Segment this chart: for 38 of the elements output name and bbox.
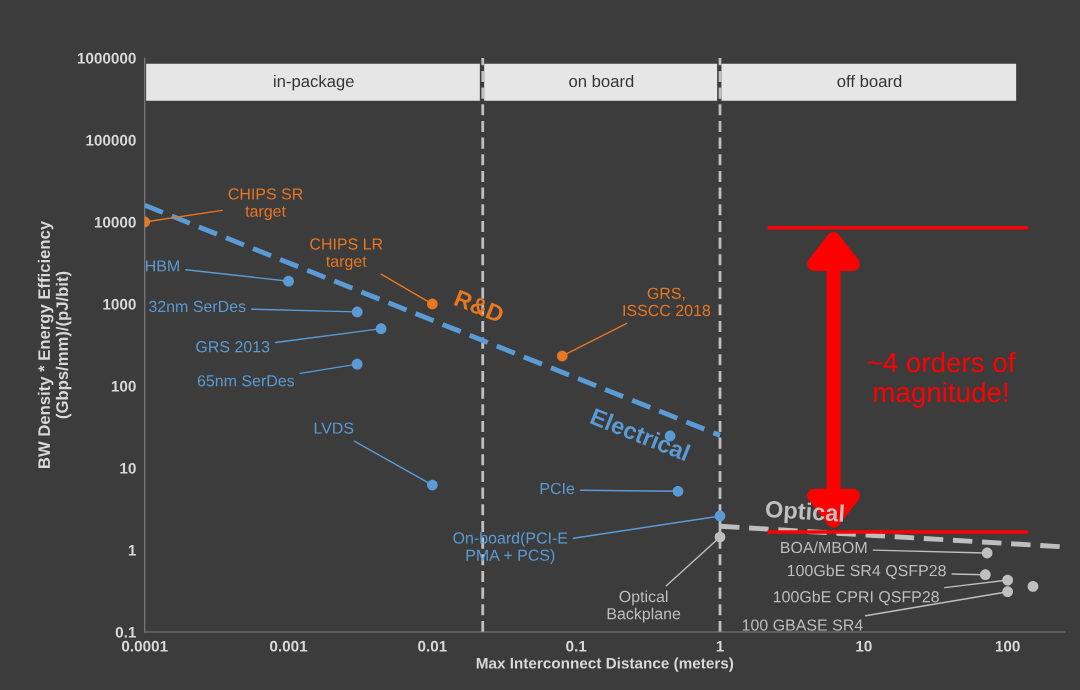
- annotation: GRS 2013: [196, 341, 270, 353]
- band-label: on board: [569, 74, 634, 88]
- annotation: BOA/MBOM: [781, 541, 867, 554]
- y-tick-label: 1000: [103, 298, 136, 310]
- annotation: 100GbE CPRI QSFP28: [773, 590, 939, 606]
- annotation: 65nm SerDes: [197, 375, 295, 387]
- annotation: GRS, ISSCC 2018: [623, 287, 711, 317]
- x-tick-label: 0.1: [566, 640, 587, 652]
- band-label: in-package: [274, 74, 354, 91]
- annotation: PCIe: [540, 482, 575, 495]
- annotation: 100 GBASE SR4: [742, 619, 863, 631]
- x-axis-title: Max Interconnect Distance (meters): [476, 657, 734, 672]
- y-tick-label: 0.1: [115, 626, 136, 638]
- x-tick-label: 0.01: [418, 640, 447, 652]
- annotation: HBM: [146, 260, 179, 272]
- annotation: Optical Backplane: [607, 590, 681, 623]
- annotation: 32nm SerDes: [149, 300, 246, 313]
- y-axis-title: BW Density * Energy Efficiency (Gbps/mm)/(pJ/bit): [37, 220, 72, 468]
- x-tick-label: 0.001: [270, 640, 308, 652]
- annotation: CHIPS SR target: [228, 188, 303, 220]
- annotation: LVDS: [314, 422, 354, 434]
- x-tick-label: 100: [995, 640, 1020, 652]
- x-tick-label: 0.0001: [121, 640, 168, 652]
- x-tick-label: 1: [716, 640, 724, 652]
- y-tick-label: 10: [120, 462, 136, 474]
- y-tick-label: 1000000: [77, 52, 136, 64]
- series-label: Optical: [765, 499, 844, 527]
- annotation: ~4 orders of magnitude!: [867, 351, 1016, 408]
- x-tick-label: 10: [856, 640, 872, 652]
- annotation: 100GbE SR4 QSFP28: [787, 564, 946, 580]
- y-tick-label: 10000: [94, 216, 136, 228]
- y-tick-label: 100: [111, 380, 136, 392]
- text: R&D: [453, 289, 506, 324]
- y-tick-label: 100000: [86, 134, 136, 146]
- y-tick-label: 1: [128, 545, 136, 556]
- annotation: CHIPS LR target: [310, 238, 383, 271]
- band-label: off board: [837, 74, 902, 88]
- annotation: On-board(PCI-E PMA + PCS): [453, 531, 568, 564]
